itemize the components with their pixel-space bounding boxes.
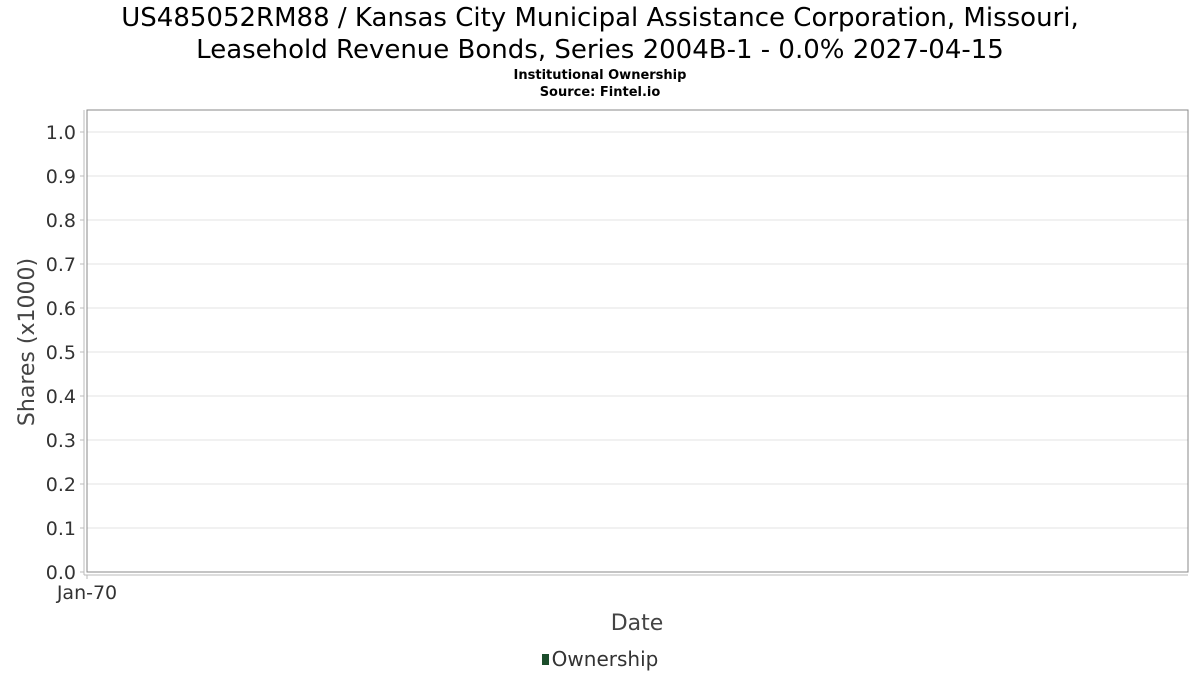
plot-area-frame — [86, 109, 1189, 573]
chart-subtitle: Institutional Ownership — [513, 68, 687, 83]
grid-lines — [87, 131, 1188, 529]
y-axis-title: Shares (x1000) — [15, 258, 40, 426]
y-tick-label-3: 0.3 — [46, 430, 76, 452]
chart-title-line-1: US485052RM88 / Kansas City Municipal Ass… — [121, 3, 1079, 33]
x-axis-title: Date — [611, 611, 664, 636]
y-tick-label-7: 0.7 — [46, 254, 76, 276]
y-tick-label-6: 0.6 — [46, 298, 76, 320]
legend[interactable]: Ownership — [0, 647, 1200, 671]
chart-source: Source: Fintel.io — [539, 85, 661, 100]
y-tick-label-8: 0.8 — [46, 210, 76, 232]
y-tick-label-5: 0.5 — [46, 342, 76, 364]
x-tick-label-0: Jan-70 — [56, 582, 117, 604]
x-axis-ticks: Jan-70 — [56, 575, 117, 604]
y-tick-label-2: 0.2 — [46, 474, 76, 496]
y-tick-label-0: 0.0 — [46, 562, 76, 584]
y-tick-label-1: 0.1 — [46, 518, 76, 540]
y-tick-label-9: 0.9 — [46, 166, 76, 188]
y-tick-label-4: 0.4 — [46, 386, 76, 408]
chart-title-line-2: Leasehold Revenue Bonds, Series 2004B-1 … — [196, 35, 1004, 65]
y-tick-label-10: 1.0 — [46, 122, 76, 144]
legend-swatch-ownership — [541, 654, 549, 665]
y-axis-ticks: 0.0 0.1 0.2 0.3 0.4 0.5 0.6 0.7 0.8 0.9 1.0 — [46, 122, 84, 584]
legend-label-ownership: Ownership — [551, 647, 659, 671]
